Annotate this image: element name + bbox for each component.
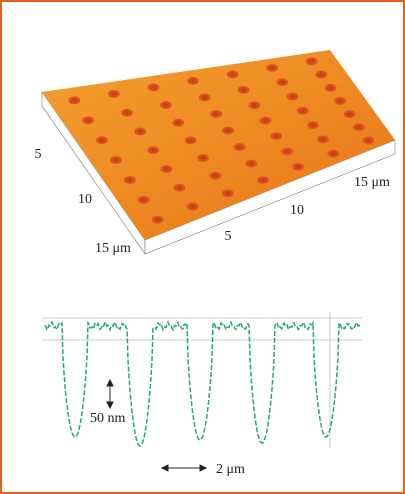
pit bbox=[197, 154, 209, 162]
pit bbox=[234, 143, 246, 151]
pit bbox=[152, 216, 164, 224]
pit bbox=[222, 189, 234, 197]
axis-label: 10 bbox=[290, 203, 304, 218]
pit bbox=[257, 176, 269, 184]
axis-label: 15 μm bbox=[354, 175, 390, 190]
pit bbox=[160, 101, 172, 109]
pit bbox=[187, 203, 199, 211]
pit bbox=[147, 83, 159, 91]
scale-label: 50 nm bbox=[90, 411, 126, 426]
pit bbox=[259, 117, 271, 125]
pit bbox=[174, 184, 186, 192]
pit bbox=[270, 132, 282, 140]
pit bbox=[315, 71, 327, 79]
pit bbox=[245, 160, 257, 168]
pit bbox=[68, 96, 80, 104]
pit bbox=[160, 165, 172, 173]
pit bbox=[199, 93, 211, 101]
pit bbox=[325, 84, 337, 92]
pit bbox=[248, 101, 260, 109]
pit bbox=[108, 90, 120, 98]
pit bbox=[147, 146, 159, 154]
pit bbox=[362, 136, 374, 144]
pit bbox=[317, 135, 329, 143]
pit bbox=[307, 121, 319, 129]
axis-label: 10 bbox=[78, 192, 92, 207]
pit bbox=[121, 109, 133, 117]
pit bbox=[334, 97, 346, 105]
pit bbox=[209, 172, 221, 180]
pit bbox=[292, 163, 304, 171]
figure: 5 10 15 μm 5 10 15 μm 50 nm 2 μm bbox=[0, 0, 405, 494]
pit bbox=[187, 77, 199, 85]
pit bbox=[222, 127, 234, 135]
pit bbox=[96, 136, 108, 144]
pit bbox=[172, 119, 184, 127]
pit bbox=[110, 156, 122, 164]
pit bbox=[297, 107, 309, 115]
pit bbox=[227, 70, 239, 78]
pit bbox=[287, 92, 299, 100]
pit bbox=[281, 147, 293, 155]
pit bbox=[134, 127, 146, 135]
axis-label: 5 bbox=[35, 147, 42, 162]
pit bbox=[353, 123, 365, 131]
pit bbox=[138, 196, 150, 204]
pit bbox=[124, 176, 136, 184]
pit bbox=[327, 150, 339, 158]
scale-label: 2 μm bbox=[216, 462, 245, 477]
pit bbox=[344, 110, 356, 118]
pit bbox=[185, 136, 197, 144]
pit bbox=[210, 110, 222, 118]
pit bbox=[82, 116, 94, 124]
pit bbox=[306, 57, 318, 65]
axis-label: 5 bbox=[225, 229, 232, 244]
pit bbox=[276, 78, 288, 86]
pit bbox=[237, 86, 249, 94]
axis-label: 15 μm bbox=[95, 241, 131, 256]
pit bbox=[266, 64, 278, 72]
